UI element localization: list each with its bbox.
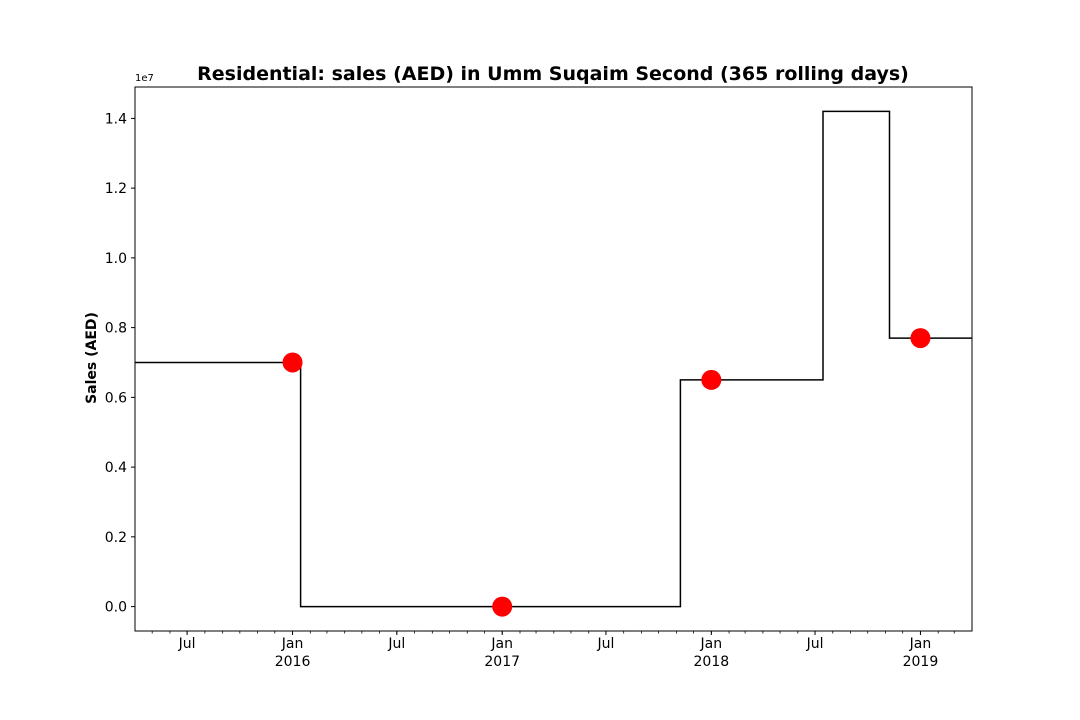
y-offset-label: 1e7 [135,73,154,84]
x-tick-label: Jul [178,636,196,652]
x-tick-label: Jan [700,636,723,652]
y-tick-label: 1.2 [105,181,127,197]
y-tick-label: 0.8 [105,321,127,337]
series-line [135,110,972,608]
x-tick-label: Jul [806,636,824,652]
data-point [701,369,722,390]
y-tick-label: 0.2 [105,530,127,546]
data-point [910,328,931,349]
x-tick-label: Jan [490,636,513,652]
y-tick-label: 0.0 [105,600,127,616]
y-tick-label: 0.6 [105,390,127,406]
x-axis: Jul Jan 2016 Jul Jan 2017 Jul Jan 2018 Jul Jan 2019 [151,631,955,670]
y-tick-label: 1.0 [105,251,127,267]
y-tick-label: 1.4 [105,111,127,127]
x-tick-label: Jan [909,636,932,652]
plot-area [135,110,972,617]
plot-frame [134,86,973,632]
chart-title: Residential: sales (AED) in Umm Suqaim S… [197,63,909,85]
x-tick-year-label: 2016 [275,654,311,670]
x-tick-year-label: 2019 [903,654,939,670]
x-tick-label: Jul [387,636,405,652]
data-point [492,596,513,617]
x-tick-year-label: 2017 [484,654,520,670]
y-tick-label: 0.4 [105,460,127,476]
y-axis: 0.0 0.2 0.4 0.6 0.8 1.0 1.2 1.4 [105,111,135,616]
x-tick-label: Jan [281,636,304,652]
x-tick-year-label: 2018 [694,654,730,670]
x-tick-label: Jul [596,636,614,652]
y-axis-label: Sales (AED) [84,312,100,404]
data-point [282,352,303,373]
